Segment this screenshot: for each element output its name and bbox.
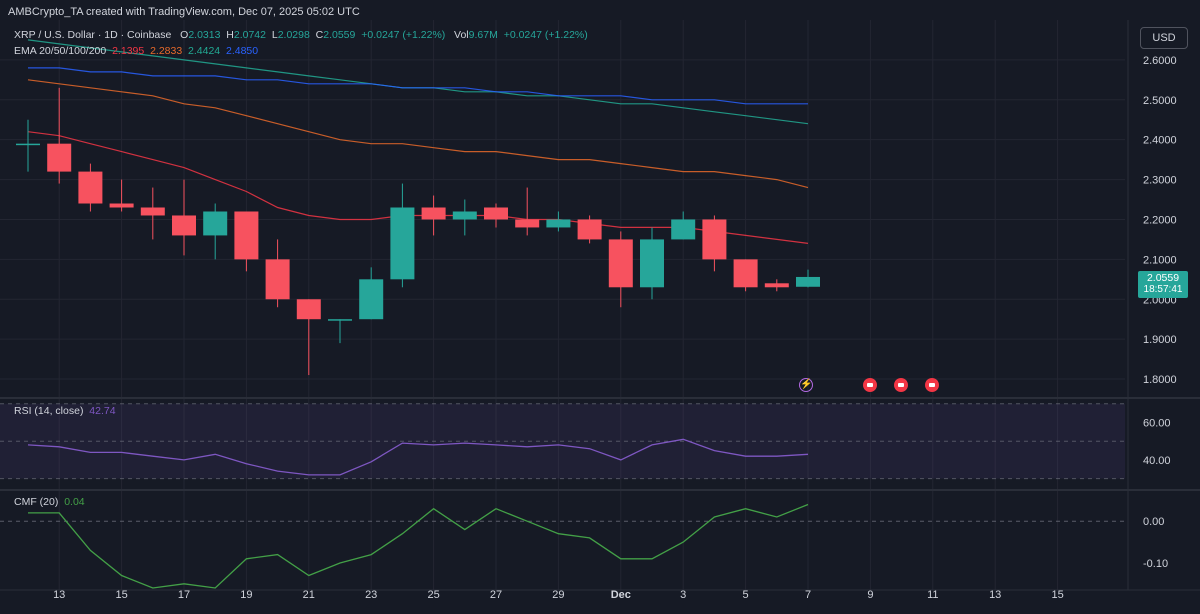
- time-axis-label: 3: [680, 589, 686, 601]
- time-axis-label: 13: [53, 589, 65, 601]
- candle-body[interactable]: [515, 219, 540, 228]
- open-value: 2.0313: [188, 29, 221, 41]
- candle-body[interactable]: [296, 299, 321, 320]
- time-axis-label: 27: [490, 589, 502, 601]
- candle-body[interactable]: [359, 279, 384, 320]
- candle-body[interactable]: [234, 211, 259, 260]
- candle-body[interactable]: [452, 211, 477, 220]
- candle-body[interactable]: [577, 219, 602, 240]
- cmf-axis-label: 0.00: [1143, 516, 1164, 528]
- high-value: 2.0742: [233, 29, 266, 41]
- flag-icon[interactable]: [894, 378, 908, 392]
- candle-body[interactable]: [702, 219, 727, 260]
- time-axis-label: 13: [989, 589, 1001, 601]
- cmf-legend[interactable]: CMF (20) 0.04: [14, 496, 85, 508]
- candle-body[interactable]: [109, 203, 134, 208]
- time-axis-label: 11: [927, 589, 938, 601]
- time-axis-label: 19: [240, 589, 252, 601]
- time-axis-label: 17: [178, 589, 190, 601]
- ema200-value: 2.4850: [226, 45, 259, 57]
- countdown: 18:57:41: [1143, 284, 1183, 295]
- ema200-line: [28, 67, 808, 105]
- candle-body[interactable]: [671, 219, 696, 240]
- price-axis-label: 1.9000: [1143, 334, 1177, 346]
- ema100-value: 2.4424: [188, 45, 221, 57]
- candle-body[interactable]: [390, 207, 415, 280]
- candle-body[interactable]: [78, 171, 103, 204]
- volume-change: +0.0247 (+1.22%): [503, 29, 588, 41]
- volume-value: 9.67M: [468, 29, 498, 41]
- candle-body[interactable]: [421, 207, 446, 220]
- ohlc-legend: XRP / U.S. Dollar · 1D · Coinbase O2.031…: [14, 29, 588, 41]
- cmf-line: [28, 503, 809, 589]
- close-value: 2.0559: [323, 29, 356, 41]
- last-price-tag: 2.0559 18:57:41: [1138, 271, 1188, 298]
- cmf-axis-label: -0.10: [1143, 558, 1168, 570]
- time-axis-label: 15: [115, 589, 127, 601]
- candle-body[interactable]: [172, 215, 196, 236]
- price-axis-label: 2.5000: [1143, 95, 1177, 107]
- ema20-value: 2.1395: [112, 45, 145, 57]
- candle-body[interactable]: [733, 259, 758, 288]
- chart-credit: AMBCrypto_TA created with TradingView.co…: [8, 6, 360, 18]
- candle-body[interactable]: [608, 239, 633, 288]
- split-icon[interactable]: ⚡: [799, 378, 813, 392]
- time-axis-label: 25: [427, 589, 439, 601]
- candle-body[interactable]: [546, 219, 571, 228]
- candle-body[interactable]: [47, 143, 72, 172]
- flag-icon[interactable]: [925, 378, 939, 392]
- candle-body[interactable]: [265, 259, 290, 300]
- time-axis-label: 23: [365, 589, 377, 601]
- price-axis-label: 2.3000: [1143, 175, 1177, 187]
- time-axis-label: 15: [1051, 589, 1063, 601]
- candle-body[interactable]: [640, 239, 664, 288]
- symbol-name[interactable]: XRP / U.S. Dollar · 1D · Coinbase: [14, 29, 172, 41]
- rsi-label: RSI (14, close): [14, 405, 84, 417]
- flag-icon[interactable]: [863, 378, 877, 392]
- price-axis-label: 1.8000: [1143, 374, 1177, 386]
- ema-label: EMA 20/50/100/200: [14, 45, 107, 57]
- ema50-value: 2.2833: [150, 45, 183, 57]
- price-axis-label: 2.6000: [1143, 55, 1177, 67]
- last-price: 2.0559: [1146, 272, 1180, 284]
- price-axis-label: 2.4000: [1143, 135, 1177, 147]
- cmf-value: 0.04: [64, 496, 85, 508]
- time-axis-label: 9: [867, 589, 873, 601]
- rsi-axis-label: 40.00: [1143, 455, 1171, 467]
- time-axis-label: 21: [303, 589, 315, 601]
- time-axis-label: 29: [552, 589, 564, 601]
- candle-body[interactable]: [328, 319, 352, 321]
- rsi-value: 42.74: [89, 405, 116, 417]
- ema-legend[interactable]: EMA 20/50/100/200 2.1395 2.2833 2.4424 2…: [14, 45, 258, 57]
- cmf-label: CMF (20): [14, 496, 59, 508]
- currency-button[interactable]: USD: [1140, 27, 1188, 49]
- change-value: +0.0247 (+1.22%): [361, 29, 446, 41]
- candle-body[interactable]: [764, 283, 789, 288]
- rsi-line: [27, 438, 809, 476]
- time-axis-label: 7: [805, 589, 811, 601]
- candle-body[interactable]: [140, 207, 165, 216]
- ema50-line: [27, 79, 809, 189]
- price-axis-label: 2.2000: [1143, 214, 1177, 226]
- candle-body[interactable]: [203, 211, 228, 236]
- time-axis-label: 5: [743, 589, 749, 601]
- price-axis-label: 2.1000: [1143, 254, 1177, 266]
- low-value: 2.0298: [277, 29, 310, 41]
- rsi-axis-label: 60.00: [1143, 417, 1171, 429]
- rsi-legend[interactable]: RSI (14, close) 42.74: [14, 405, 116, 417]
- candle-body[interactable]: [16, 143, 40, 146]
- candle-body[interactable]: [796, 276, 820, 287]
- time-axis-label: Dec: [611, 589, 631, 601]
- candle-body[interactable]: [484, 207, 508, 220]
